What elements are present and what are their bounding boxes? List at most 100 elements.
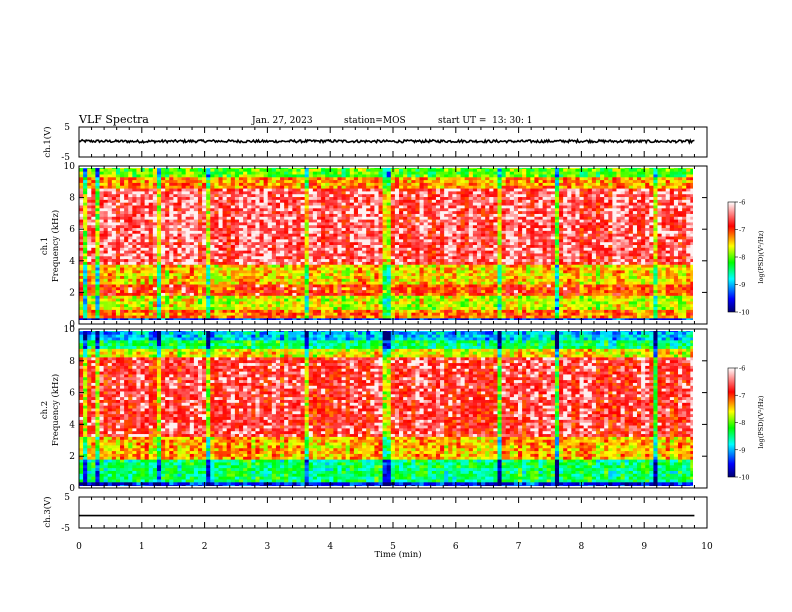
spectrogram-cell — [91, 208, 96, 212]
spectrogram-cell — [280, 230, 285, 235]
spectrogram-cell — [374, 171, 379, 175]
spectrogram-cell — [99, 174, 105, 178]
spectrogram-cell — [329, 259, 334, 263]
spectrogram-cell — [394, 309, 400, 314]
spectrogram-cell — [185, 273, 191, 277]
spectrogram-cell — [206, 284, 211, 288]
spectrogram-cell — [115, 228, 121, 232]
spectrogram-cell — [128, 318, 133, 320]
spectrogram-cell — [300, 188, 306, 192]
spectrogram-cell — [193, 199, 199, 204]
spectrogram-cell — [345, 247, 351, 252]
spectrogram-cell — [411, 216, 416, 221]
spectrogram-cell — [292, 191, 297, 195]
spectrogram-cell — [271, 312, 277, 316]
spectrogram-cell — [259, 253, 265, 257]
spectrogram-cell — [366, 185, 371, 189]
spectrogram-cell — [411, 276, 416, 280]
spectrogram-cell — [197, 242, 203, 246]
spectrogram-cell — [271, 188, 277, 192]
spectrogram-cell — [197, 216, 203, 221]
spectrogram-cell — [407, 174, 412, 178]
spectrogram-cell — [107, 202, 113, 206]
spectrogram-cell — [362, 284, 367, 288]
spectrogram-cell — [115, 174, 121, 178]
spectrogram-cell — [148, 225, 154, 229]
spectrogram-cell — [161, 185, 166, 189]
spectrogram-cell — [165, 197, 170, 201]
spectrogram-cell — [374, 233, 379, 237]
spectrogram-cell — [308, 216, 314, 221]
spectrogram-cell — [189, 222, 195, 226]
spectrogram-cell — [275, 230, 281, 235]
spectrogram-cell — [296, 168, 301, 170]
spectrogram-cell — [275, 199, 281, 204]
spectrogram-cell — [185, 180, 191, 184]
spectrogram-cell — [292, 267, 297, 271]
spectrogram-cell — [308, 228, 314, 232]
spectrogram-cell — [128, 233, 133, 237]
spectrogram-cell — [152, 298, 158, 302]
spectrogram-cell — [173, 208, 178, 212]
spectrogram-cell — [333, 245, 338, 249]
spectrogram-cell — [210, 219, 215, 223]
spectrogram-cell — [440, 259, 445, 263]
spectrogram-cell — [128, 247, 133, 252]
spectrogram-cell — [292, 261, 297, 266]
spectrogram-cell — [202, 191, 207, 195]
spectrogram-cell — [83, 267, 88, 271]
spectrogram-cell — [386, 315, 392, 319]
spectrogram-cell — [243, 239, 248, 243]
spectrogram-cell — [124, 278, 129, 283]
spectrogram-cell — [415, 307, 420, 311]
spectrogram-cell — [165, 230, 170, 235]
spectrogram-cell — [304, 304, 310, 308]
spectrogram-cell — [288, 180, 293, 184]
spectrogram-cell — [341, 185, 347, 189]
spectrogram-cell — [230, 177, 236, 181]
spectrogram-cell — [353, 228, 359, 232]
spectrogram-cell — [193, 261, 199, 266]
spectrogram-cell — [358, 168, 363, 173]
spectrogram-cell — [329, 267, 334, 271]
spectrogram-cell — [423, 191, 429, 195]
spectrogram-cell — [79, 247, 84, 252]
spectrogram-cell — [111, 211, 117, 215]
spectrogram-cell — [169, 168, 174, 173]
spectrogram-cell — [79, 304, 84, 308]
spectrogram-cell — [292, 219, 297, 223]
spectrogram-cell — [115, 304, 121, 308]
spectrogram-cell — [288, 239, 293, 243]
spectrogram-cell — [259, 233, 265, 237]
spectrogram-cell — [226, 208, 232, 212]
spectrogram-cell — [136, 270, 141, 274]
spectrogram-cell — [403, 199, 408, 204]
spectrogram-cell — [280, 171, 285, 175]
spectrogram-cell — [91, 191, 96, 195]
spectrogram-cell — [362, 312, 367, 316]
spectrogram-cell — [165, 276, 170, 280]
spectrogram-cell — [165, 233, 170, 237]
spectrogram-cell — [243, 168, 248, 173]
spectrogram-cell — [115, 211, 121, 215]
spectrogram-cell — [394, 276, 400, 280]
spectrogram-cell — [197, 233, 203, 237]
spectrogram-cell — [411, 174, 416, 178]
spectrogram-cell — [247, 256, 252, 260]
spectrogram-cell — [382, 264, 388, 268]
spectrogram-cell — [177, 168, 182, 173]
spectrogram-cell — [120, 290, 125, 294]
spectrogram-cell — [300, 177, 306, 181]
spectrogram-cell — [358, 312, 363, 316]
spectrogram-cell — [197, 307, 203, 311]
spectrogram-cell — [390, 245, 396, 249]
spectrogram-cell — [366, 307, 371, 311]
spectrogram-cell — [292, 307, 297, 311]
spectrogram-cell — [296, 168, 301, 173]
spectrogram-cell — [419, 219, 425, 223]
spectrogram-cell — [374, 168, 379, 170]
spectrogram-cell — [440, 309, 445, 314]
spectrogram-cell — [181, 267, 187, 271]
spectrogram-cell — [230, 216, 236, 221]
spectrogram-cell — [226, 174, 232, 178]
